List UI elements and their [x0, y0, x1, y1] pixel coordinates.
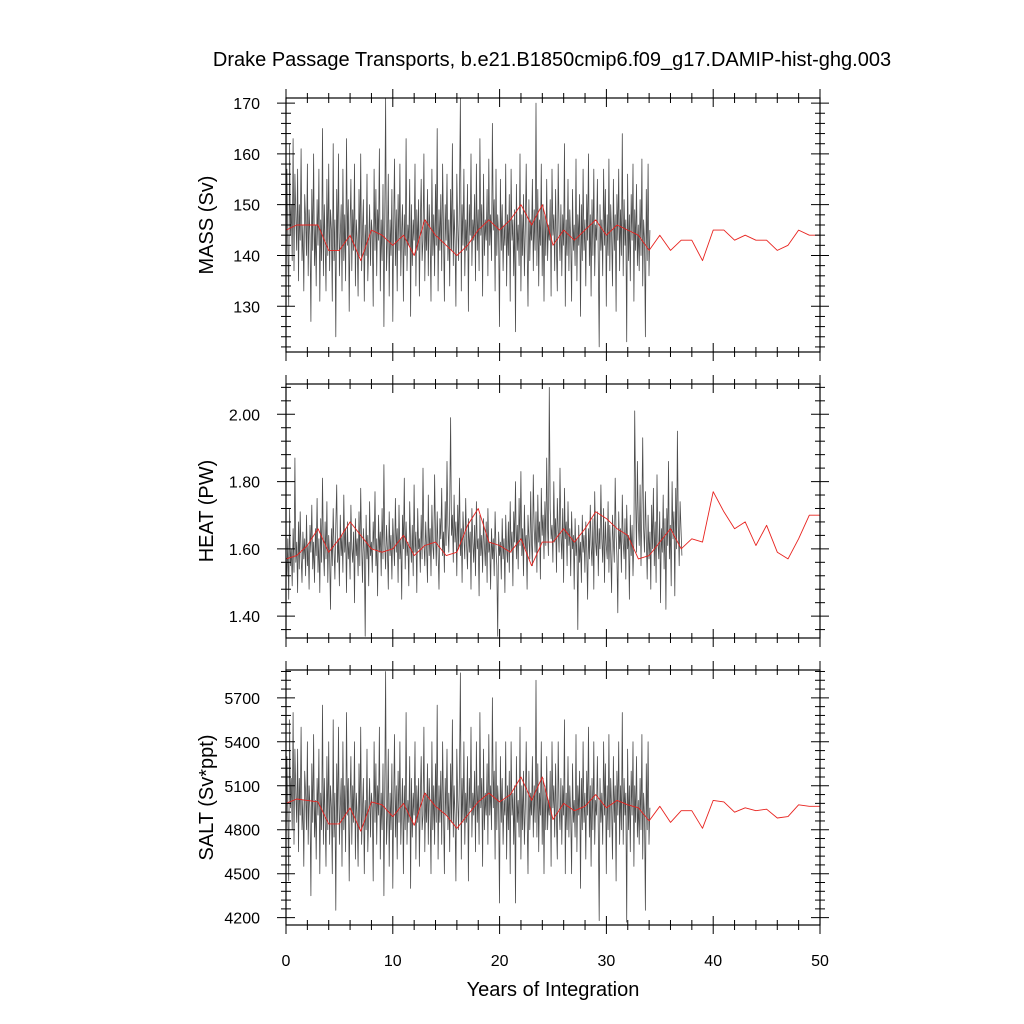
x-axis-label: Years of Integration: [467, 979, 640, 1001]
panel-2: 1.40 1.60 1.80 2.00 HEAT (PW): [196, 375, 829, 647]
panel-1: 130 140 150 160 170 MASS (Sv): [196, 89, 829, 361]
series-line-monthly: [286, 98, 651, 348]
y-tick-label: 1.80: [229, 475, 260, 492]
series-line-monthly: [286, 671, 651, 923]
y-tick-label: 150: [233, 198, 260, 215]
y-tick-label: 160: [233, 147, 260, 164]
x-tick-label: 30: [598, 953, 616, 970]
plot-frame: [285, 669, 821, 926]
series-line-monthly: [286, 386, 683, 637]
y-tick-label: 4800: [224, 823, 260, 840]
y-tick-label: 130: [233, 299, 260, 316]
y-tick-label: 2.00: [229, 407, 260, 424]
y-axis-label: HEAT (PW): [196, 460, 218, 563]
y-tick-label: 5100: [224, 779, 260, 796]
series-line-annual-mean: [286, 776, 820, 832]
plot-frame: [285, 383, 821, 639]
y-tick-label: 170: [233, 96, 260, 113]
panels-group: 130 140 150 160 170 MASS (Sv) 1.40 1.60 1.80 2.00…: [196, 89, 829, 970]
y-tick-label: 1.40: [229, 609, 260, 626]
y-axis-label: MASS (Sv): [196, 176, 218, 275]
x-tick-label: 40: [704, 953, 722, 970]
series-line-annual-mean: [286, 204, 820, 262]
y-tick-label: 4500: [224, 867, 260, 884]
panel-3: 4200 4500 4800 5100 5400 5700 SALT (Sv*ppt) 0 10…: [196, 661, 829, 970]
series-line-annual-mean: [286, 491, 820, 567]
x-tick-label: 50: [811, 953, 829, 970]
y-tick-label: 5400: [224, 735, 260, 752]
x-tick-label: 10: [384, 953, 402, 970]
y-tick-label: 140: [233, 248, 260, 265]
x-tick-label: 0: [282, 953, 291, 970]
chart-title: Drake Passage Transports, b.e21.B1850cmi…: [213, 49, 891, 71]
y-tick-label: 4200: [224, 911, 260, 928]
x-tick-label: 20: [491, 953, 509, 970]
y-tick-label: 5700: [224, 691, 260, 708]
y-tick-label: 1.60: [229, 542, 260, 559]
y-axis-label: SALT (Sv*ppt): [196, 735, 218, 861]
